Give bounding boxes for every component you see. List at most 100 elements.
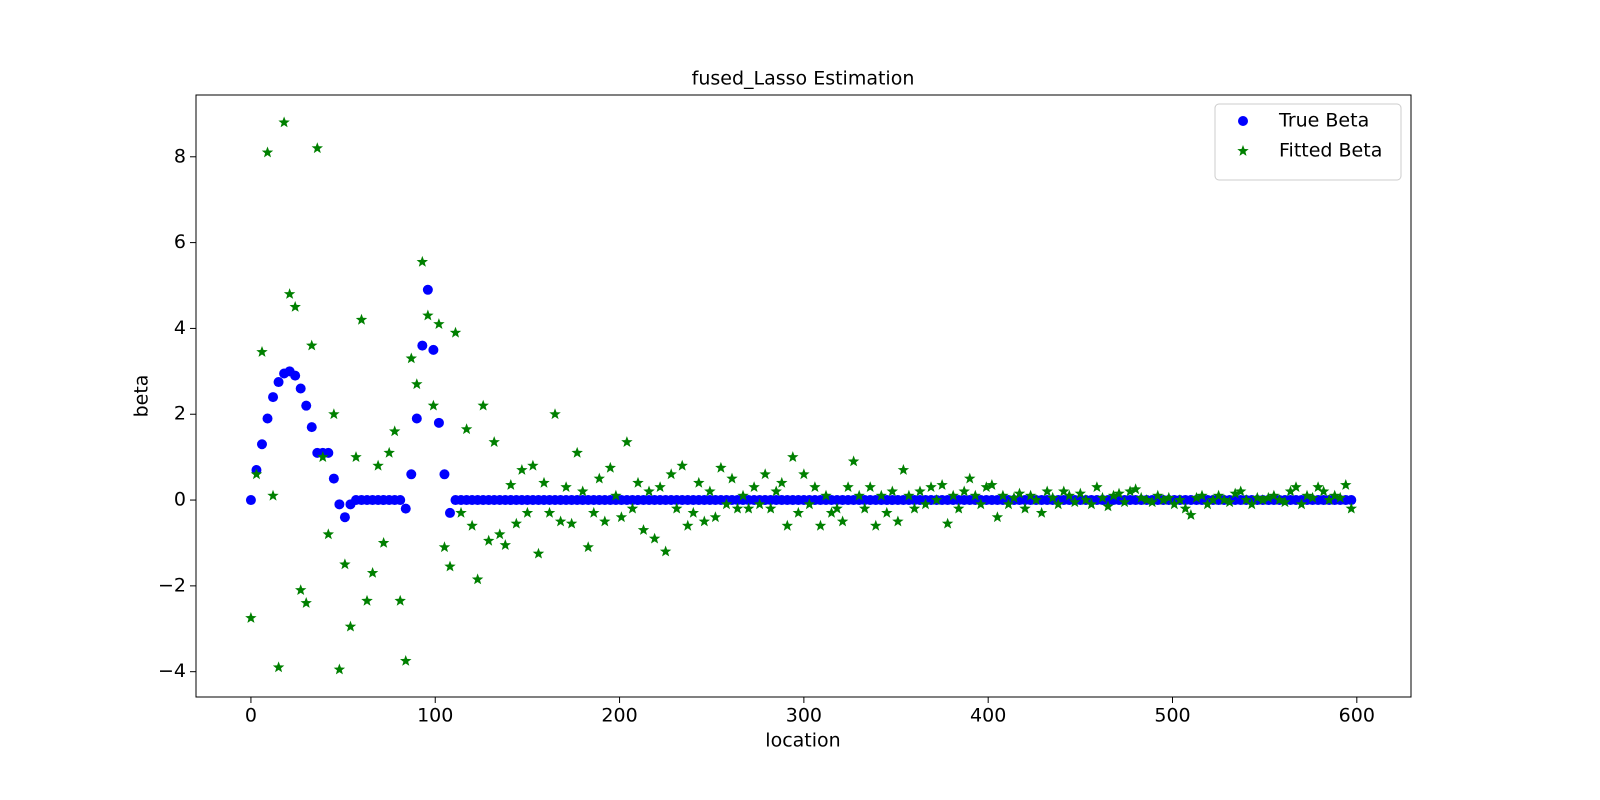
chart-title: fused_Lasso Estimation	[692, 68, 915, 90]
data-point	[1168, 498, 1180, 510]
data-point	[417, 340, 428, 351]
data-point	[1273, 494, 1286, 505]
y-tick-label: 2	[174, 403, 186, 425]
data-point	[1218, 494, 1230, 505]
data-point	[737, 489, 749, 501]
data-point	[914, 485, 926, 497]
data-point	[1201, 498, 1214, 510]
data-point	[715, 461, 727, 473]
data-point	[753, 498, 766, 510]
data-point	[798, 468, 810, 480]
data-point	[262, 413, 273, 424]
data-point	[483, 534, 495, 546]
data-point	[577, 485, 589, 497]
y-tick-label: 6	[174, 231, 186, 253]
data-point	[411, 413, 422, 424]
data-point	[1152, 489, 1164, 501]
data-point	[698, 515, 710, 527]
data-point	[1207, 494, 1219, 505]
data-point	[283, 288, 296, 299]
data-point	[1323, 494, 1335, 505]
data-point	[411, 378, 423, 390]
data-point	[538, 476, 550, 488]
data-point	[831, 502, 843, 514]
data-point	[604, 461, 616, 473]
data-point	[930, 494, 943, 505]
data-point	[637, 524, 650, 535]
data-point	[941, 517, 954, 529]
data-point	[903, 489, 915, 501]
data-point	[726, 472, 738, 484]
data-point	[444, 507, 455, 518]
data-point	[1179, 502, 1192, 514]
data-point	[311, 142, 323, 154]
x-tick-label: 200	[601, 705, 637, 727]
data-point	[422, 309, 434, 321]
data-point	[953, 502, 965, 514]
data-point	[980, 481, 992, 492]
x-tick-label: 300	[786, 705, 822, 727]
data-point	[1268, 489, 1280, 501]
data-point	[1102, 500, 1114, 512]
y-tick-label: −2	[158, 574, 186, 596]
data-point	[1257, 494, 1269, 505]
data-point	[455, 506, 467, 518]
data-point	[709, 511, 722, 523]
data-point	[969, 489, 981, 501]
data-point	[350, 451, 362, 462]
data-point	[671, 502, 683, 514]
data-point	[372, 459, 384, 471]
data-point	[1008, 491, 1020, 503]
data-point	[593, 472, 605, 484]
data-point	[765, 502, 777, 514]
data-point	[295, 584, 307, 595]
data-point	[256, 439, 267, 450]
data-point	[250, 468, 263, 480]
data-point	[295, 383, 306, 394]
data-point	[1113, 487, 1125, 499]
data-point	[853, 489, 865, 501]
data-point	[665, 468, 677, 480]
data-point	[361, 594, 373, 606]
data-point	[1085, 498, 1098, 510]
data-point	[549, 408, 561, 420]
x-tick-label: 100	[417, 705, 453, 727]
data-point	[892, 515, 904, 527]
data-point	[438, 541, 451, 553]
data-point	[820, 489, 832, 501]
data-point	[466, 519, 478, 531]
data-point	[488, 436, 500, 447]
data-point	[560, 481, 572, 492]
data-point	[1290, 481, 1302, 492]
data-point	[991, 511, 1004, 523]
data-point	[273, 377, 284, 388]
data-point	[245, 495, 256, 506]
data-point	[1069, 496, 1081, 508]
data-point	[261, 146, 274, 158]
data-point	[975, 498, 987, 510]
data-point	[1312, 481, 1324, 492]
legend-label: Fitted Beta	[1279, 140, 1382, 162]
data-point	[400, 655, 412, 666]
data-point	[471, 573, 484, 585]
data-point	[328, 473, 339, 484]
data-point	[687, 506, 699, 518]
data-point	[648, 532, 661, 544]
data-point	[543, 506, 556, 518]
y-tick-label: −4	[158, 660, 186, 682]
data-point	[527, 459, 539, 471]
data-point	[1246, 498, 1258, 510]
data-point	[460, 423, 473, 435]
data-point	[1146, 496, 1158, 508]
data-point	[400, 503, 411, 514]
data-point	[1190, 491, 1203, 503]
legend-box	[1214, 103, 1402, 181]
data-point	[1301, 489, 1313, 501]
data-point	[278, 116, 290, 128]
data-point	[355, 313, 368, 325]
data-point	[1174, 494, 1186, 505]
data-point	[245, 612, 257, 623]
data-point	[599, 515, 611, 527]
data-point	[742, 502, 755, 514]
